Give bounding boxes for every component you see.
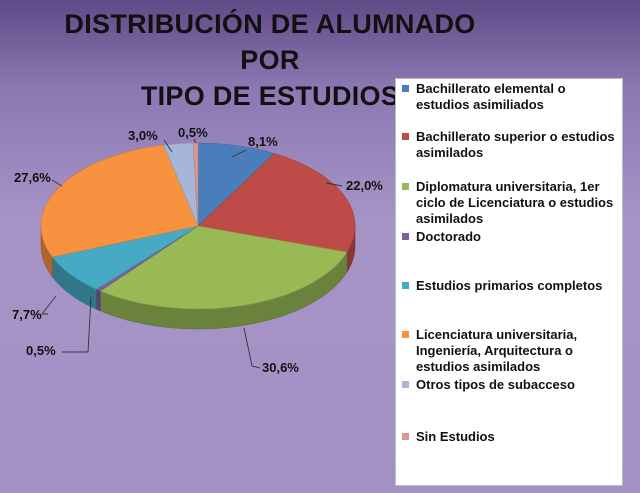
slice — [40, 144, 199, 258]
leader-line — [163, 139, 173, 153]
legend-label: Estudios primarios completos — [416, 278, 603, 293]
data-label: 27,6% — [14, 170, 51, 185]
legend-label: Bachillerato elemental o estudios asimil… — [416, 81, 566, 112]
legend-swatch — [402, 133, 409, 140]
legend-swatch — [402, 85, 409, 92]
leader-line — [51, 179, 63, 187]
legend-swatch — [402, 381, 409, 388]
legend-label: Bachillerato superior o estudios asimila… — [416, 129, 615, 160]
data-label: 7,7% — [12, 307, 42, 322]
legend-swatch — [402, 331, 409, 338]
slice — [99, 225, 348, 310]
legend-label: Doctorado — [416, 229, 481, 244]
leader-line — [193, 138, 197, 144]
data-label: 30,6% — [262, 360, 299, 375]
leader-line — [325, 182, 343, 187]
data-label: 8,1% — [248, 134, 278, 149]
legend-label: Sin Estudios — [416, 429, 495, 444]
leader-line — [231, 149, 247, 158]
leader-line — [243, 327, 261, 369]
legend-swatch — [402, 183, 409, 190]
leader-line — [41, 295, 57, 315]
legend-label: Licenciatura universitaria, Ingeniería, … — [416, 327, 578, 374]
data-label: 0,5% — [178, 125, 208, 140]
legend-swatch — [402, 433, 409, 440]
data-label: 3,0% — [128, 128, 158, 143]
slice — [197, 153, 356, 253]
legend-label: Diplomatura universitaria, 1er ciclo de … — [416, 179, 614, 226]
legend-swatch — [402, 282, 409, 289]
leader-line — [62, 296, 92, 353]
legend: Bachillerato elemental o estudios asimil… — [395, 78, 623, 486]
data-label: 22,0% — [346, 178, 383, 193]
legend-swatch — [402, 233, 409, 240]
data-label: 0,5% — [26, 343, 56, 358]
legend-label: Otros tipos de subacceso — [416, 377, 575, 392]
chart-title: DISTRIBUCIÓN DE ALUMNADO POR TIPO DE EST… — [64, 9, 476, 111]
slice-side — [96, 288, 101, 312]
